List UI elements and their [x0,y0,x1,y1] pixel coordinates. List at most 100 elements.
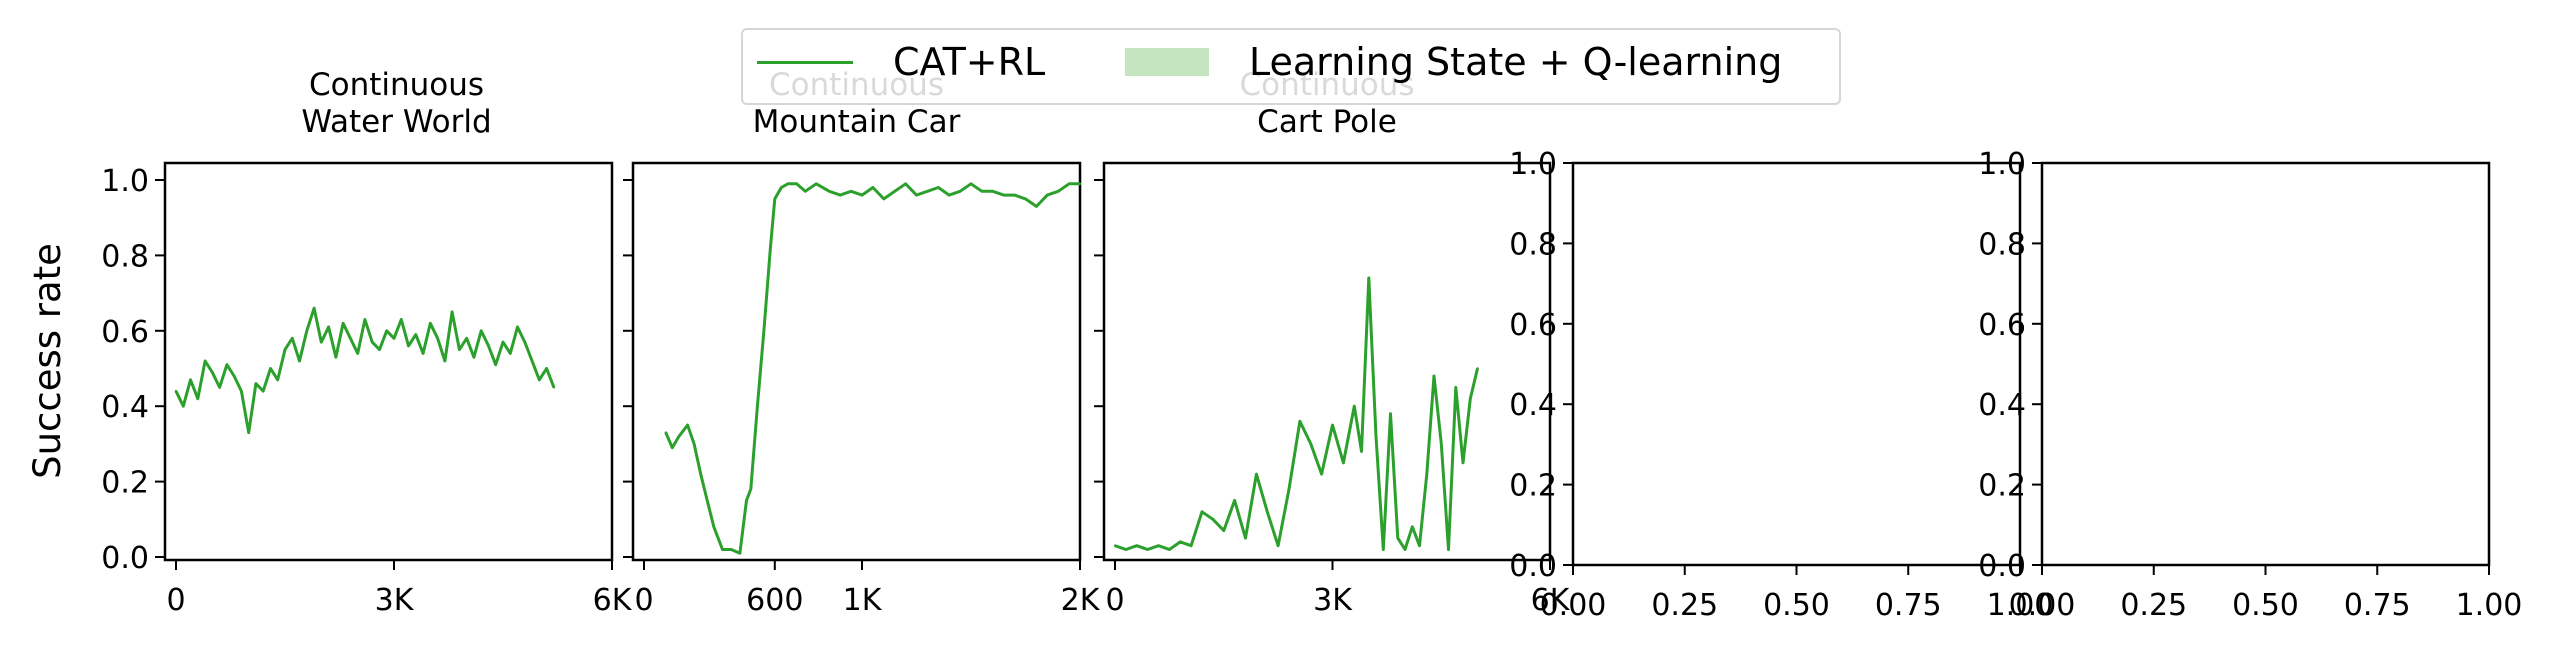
data-point-3-22 [1353,405,1356,408]
data-point-1-50 [538,378,541,381]
data-point-3-25 [1374,435,1378,438]
data-point-2-21 [815,182,818,185]
data-point-1-46 [509,352,512,355]
data-point-1-17 [298,359,301,363]
data-point-3-30 [1411,525,1414,528]
data-point-2-45 [1078,182,1082,185]
data-point-3-4 [1157,544,1160,547]
axes-frame-2 [631,161,1082,562]
data-point-1-36 [436,337,439,340]
data-point-2-15 [769,246,772,250]
legend: CAT+RL Learning State + Q-learning [741,28,1841,105]
data-point-2-12 [749,487,752,491]
data-point-2-38 [1002,193,1005,197]
x-tick-label-2-1: 600 [746,583,803,618]
y-tick-label-5-2: 0.4 [1978,388,2026,423]
data-point-3-1 [1124,548,1128,551]
x-tick-label-2-3: 2K [1061,583,1101,618]
data-point-2-39 [1013,193,1016,197]
data-point-2-17 [780,186,783,189]
x-tick-label-4-1: 0.25 [1651,588,1718,623]
data-point-1-19 [312,307,316,310]
data-point-3-28 [1396,536,1400,540]
data-point-3-3 [1146,548,1149,551]
data-point-1-3 [196,397,199,400]
y-tick-label-4-1: 0.2 [1509,469,1557,504]
x-tick-label-3-1: 3K [1313,583,1353,618]
legend-entry-cat-rl: CAT+RL [757,40,1045,84]
data-point-1-20 [320,340,323,344]
data-point-2-11 [745,499,748,502]
data-point-2-2 [677,435,681,438]
data-point-1-26 [363,318,367,321]
data-point-2-43 [1057,190,1060,193]
x-tick-label-5-4: 1.00 [2456,588,2523,623]
data-point-1-5 [211,371,214,374]
data-point-1-6 [218,386,221,389]
y-tick-label-5-5: 1.0 [1978,147,2026,182]
data-point-3-31 [1418,544,1421,547]
data-point-3-0 [1113,544,1117,547]
data-point-1-49 [530,359,534,363]
data-point-1-32 [407,344,410,348]
data-point-1-37 [443,359,447,363]
data-point-2-26 [871,186,875,189]
data-point-2-31 [926,190,929,193]
data-point-1-0 [174,389,178,393]
x-tick-label-2-0: 0 [634,583,653,618]
data-point-1-41 [472,356,476,359]
data-point-3-32 [1425,472,1429,476]
data-point-2-1 [671,446,674,449]
data-point-1-33 [414,333,417,336]
data-point-2-13 [756,405,759,408]
x-tick-label-5-1: 0.25 [2120,588,2187,623]
data-point-2-10 [738,552,742,555]
data-point-3-13 [1255,472,1258,476]
data-point-3-27 [1389,412,1392,415]
data-point-1-8 [232,374,236,378]
data-point-3-18 [1309,442,1313,446]
data-point-3-36 [1454,386,1458,389]
x-tick-label-3-0: 0 [1105,583,1124,618]
data-point-1-21 [327,325,330,329]
x-tick-label-4-2: 0.50 [1763,588,1830,623]
x-tick-label-5-3: 0.75 [2344,588,2411,623]
y-tick-label-1-0: 0.0 [101,541,149,576]
data-point-2-35 [969,182,973,185]
data-point-3-9 [1211,518,1215,521]
panel-title-1-line-2: Water World [301,104,491,140]
data-point-2-40 [1024,197,1027,201]
y-tick-label-5-1: 0.2 [1978,469,2026,504]
panel-title-2-line-2: Mountain Car [753,104,961,140]
data-point-3-38 [1469,397,1472,400]
data-point-1-48 [523,340,526,344]
data-point-2-23 [839,193,842,197]
data-point-3-14 [1266,510,1269,513]
data-point-1-39 [458,348,461,351]
data-point-1-30 [392,337,396,340]
x-tick-label-4-0: 0.00 [1540,588,1607,623]
data-point-1-18 [305,329,308,332]
y-tick-label-5-3: 0.6 [1978,308,2026,343]
data-point-3-19 [1320,472,1323,476]
legend-entry-learning-state: Learning State + Q-learning [1125,40,1782,84]
data-point-2-44 [1067,182,1071,185]
data-point-1-42 [480,329,483,332]
data-point-1-24 [349,337,352,340]
data-point-3-6 [1179,540,1182,544]
data-point-1-14 [276,378,279,381]
data-point-2-32 [937,186,940,189]
panel-title-1-line-1: Continuous [309,67,484,103]
data-point-1-40 [465,337,468,340]
data-point-2-33 [948,193,951,197]
y-tick-label-1-4: 0.8 [101,239,149,274]
data-point-3-21 [1342,461,1345,464]
data-point-1-15 [283,348,287,351]
data-point-2-30 [915,193,918,197]
data-point-2-3 [686,423,689,427]
data-point-1-9 [240,389,243,393]
y-axis-label: Success rate [26,243,69,479]
data-point-3-17 [1298,420,1302,423]
series-line-3-1 [1114,276,1479,551]
y-tick-label-4-5: 1.0 [1509,147,1557,182]
